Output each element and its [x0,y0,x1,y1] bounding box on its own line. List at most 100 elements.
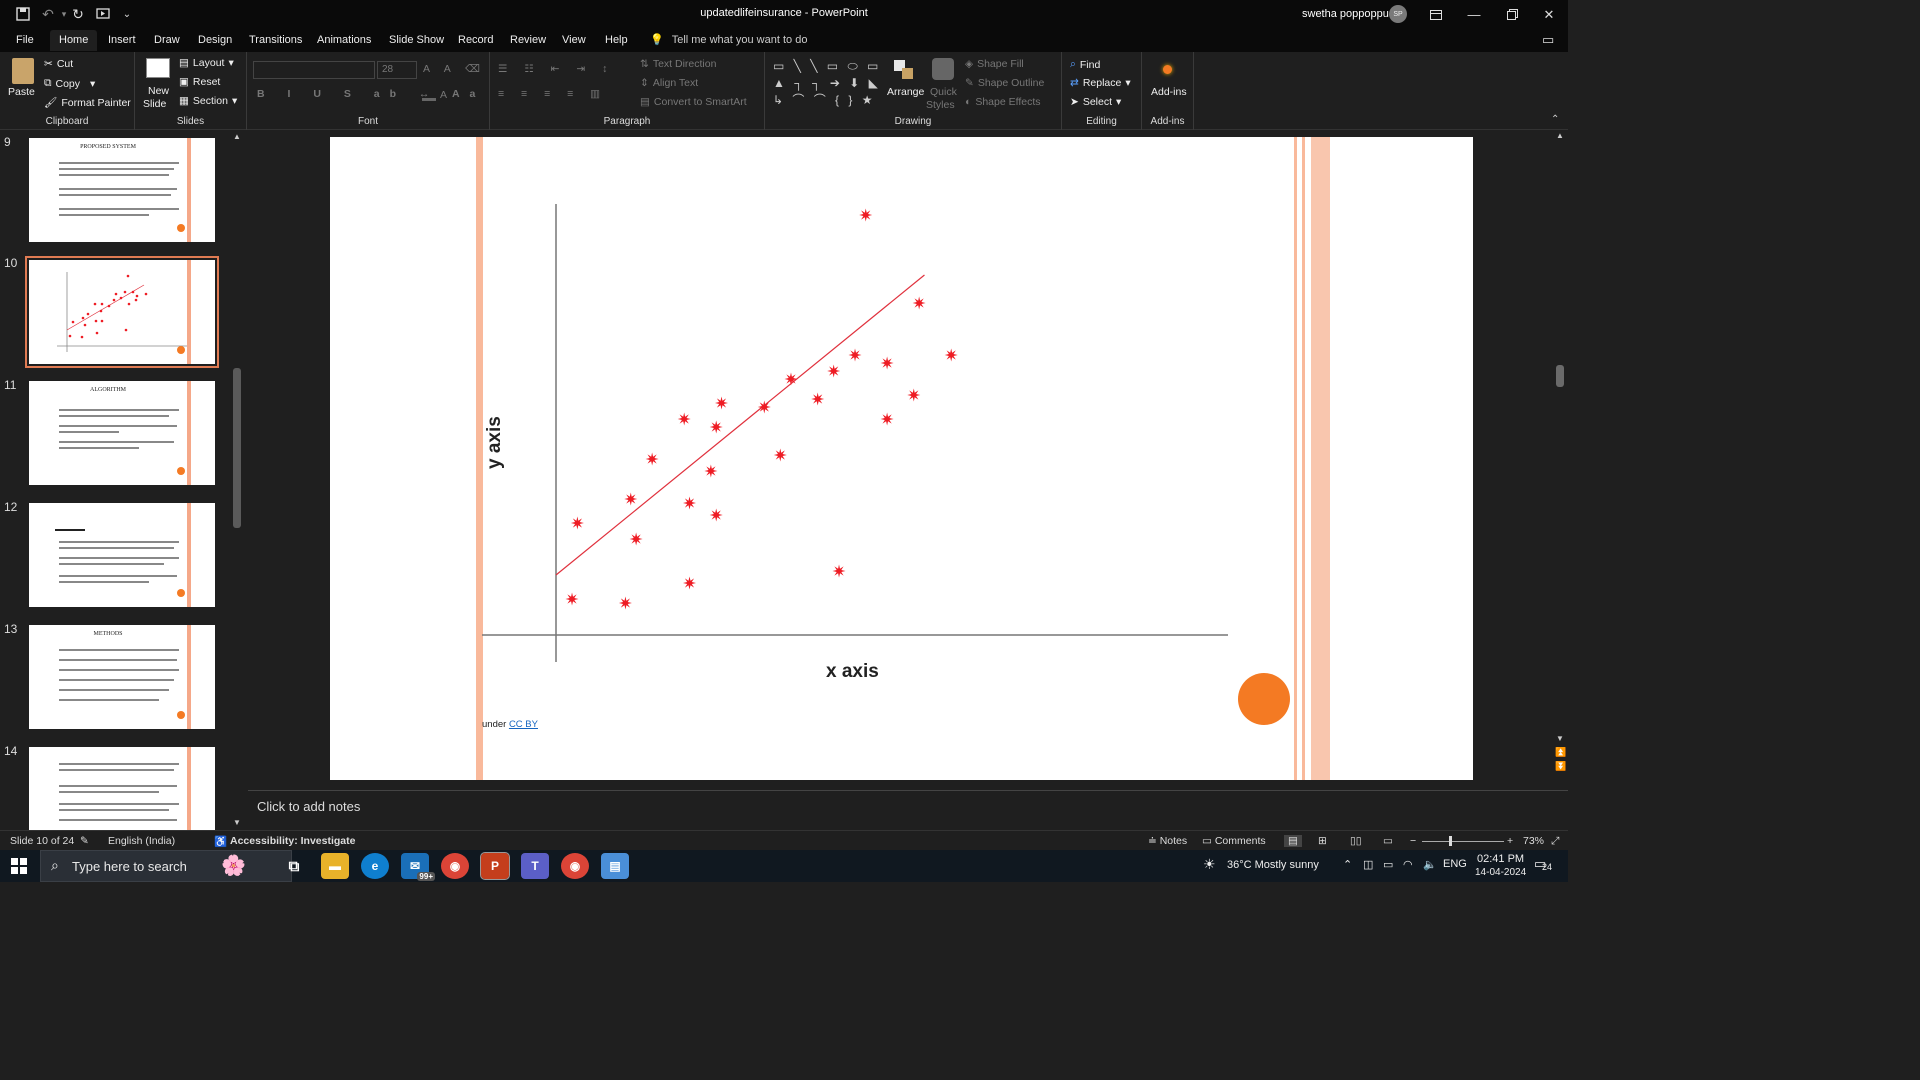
new-slide-label-2[interactable]: Slide [143,98,167,110]
notes-check-icon[interactable]: ✎ [80,835,89,847]
current-slide[interactable]: y axis x axis under CC BY [330,137,1473,780]
slide-thumbnail-9[interactable]: PROPOSED SYSTEM [29,138,215,242]
zoom-level[interactable]: 73% [1523,835,1545,847]
redo-icon[interactable]: ↻ [72,5,84,22]
task-view-icon[interactable]: ⧉ [288,857,300,875]
font-format-icons[interactable]: B I U S ab ↔ Aa [257,88,486,100]
scatter-chart[interactable] [330,137,1473,780]
shapes-gallery[interactable]: ▭ ╲ ╲ ▭ ⬭ ▭ ▲ ┐ ┐ ➔ ⬇ ◣ ↳ ⌒ ⌒ { } ★ [773,59,882,107]
cut-button[interactable]: ✂ Cut [44,58,73,70]
section-button[interactable]: ▦ Section ▾ [179,95,237,107]
slide-thumbnail-12[interactable] [29,503,215,607]
file-explorer-icon[interactable]: ▬ [321,853,349,879]
previous-slide-icon[interactable]: ⏫ [1555,747,1567,757]
tab-design[interactable]: Design [198,34,233,46]
reset-button[interactable]: ▣ Reset [179,76,220,88]
input-language[interactable]: ENG [1443,858,1467,870]
start-from-beginning-icon[interactable] [91,2,115,26]
mail-icon[interactable]: ✉ 99+ [401,853,435,881]
slide-sorter-icon[interactable]: ⊞ [1318,835,1327,847]
arrange-icon[interactable] [892,58,916,82]
weather-icon[interactable]: ☀ [1203,856,1216,872]
powerpoint-icon[interactable]: P [480,852,510,880]
shape-outline-button[interactable]: ✎ Shape Outline [965,77,1044,89]
tab-record[interactable]: Record [458,34,494,46]
font-size-box[interactable]: 28 [377,61,417,79]
paste-button[interactable]: Paste [8,86,35,98]
quick-styles-label-1[interactable]: Quick [930,86,957,98]
new-slide-label-1[interactable]: New [148,85,170,97]
scroll-up-icon[interactable]: ▲ [233,132,241,141]
chrome-profile-icon[interactable]: ◉ [561,853,589,879]
text-direction-button[interactable]: ⇅ Text Direction [640,58,716,70]
alignment-icons[interactable]: ≡ ≡ ≡ ≡ ▥ [498,88,608,100]
format-painter-button[interactable]: 🖌 Format Painter [44,96,131,110]
close-icon[interactable]: ✕ [1543,6,1555,22]
customize-toolbar-icon[interactable]: ⌄ [122,8,132,20]
collapse-ribbon-icon[interactable]: ⌃ [1551,114,1560,125]
normal-view-icon[interactable]: ▤ [1284,835,1302,847]
next-slide-icon[interactable]: ⏬ [1555,761,1567,771]
clock-time[interactable]: 02:41 PM [1477,853,1525,865]
font-grow-shrink-icons[interactable]: A A ⌫ [423,63,486,75]
thumbnails-scrollbar[interactable]: ▲ ▼ [230,130,244,830]
battery-icon[interactable]: ▭ [1383,859,1394,871]
scroll-down-icon[interactable]: ▼ [233,818,241,827]
layout-button[interactable]: ▤ Layout ▾ [179,57,234,69]
slide-thumbnail-14[interactable] [29,747,215,830]
slide-editing-area[interactable]: y axis x axis under CC BY [248,130,1552,790]
volume-icon[interactable]: 🔈 [1423,859,1437,871]
restore-icon[interactable] [1493,0,1531,29]
tab-review[interactable]: Review [510,34,547,46]
user-name[interactable]: swetha poppoppu [1302,8,1389,20]
slide-thumbnail-13[interactable]: METHODS [29,625,215,729]
align-text-button[interactable]: ⇕ Align Text [640,77,698,89]
convert-smartart-button[interactable]: ▤ Convert to SmartArt [640,96,747,108]
undo-icon[interactable]: ↶ [42,5,54,22]
zoom-slider[interactable] [1422,836,1504,846]
new-slide-icon[interactable] [146,58,170,78]
tab-home[interactable]: Home [50,30,98,51]
zoom-slider-thumb[interactable] [1449,836,1452,846]
tab-draw[interactable]: Draw [154,34,180,46]
tab-view[interactable]: View [562,34,586,46]
windows-start-icon[interactable] [11,858,27,877]
taskbar-search[interactable]: ⌕ Type here to search 🌸 [40,850,292,882]
find-button[interactable]: ⌕ Find [1070,58,1100,71]
tab-insert[interactable]: Insert [108,34,136,46]
replace-button[interactable]: ⇄ Replace ▾ [1070,77,1131,89]
chrome-icon[interactable]: ◉ [441,853,469,879]
tell-me-search[interactable]: 💡 Tell me what you want to do [650,33,807,46]
scroll-up-icon[interactable]: ▲ [1556,131,1564,140]
accessibility-status[interactable]: Accessibility: Investigate [230,835,356,847]
slide-scrollbar[interactable]: ▲ ▼ ⏫ ⏬ [1552,130,1568,790]
language-indicator[interactable]: English (India) [108,835,176,847]
clock-date[interactable]: 14-04-2024 [1475,867,1527,878]
zoom-in-icon[interactable]: + [1507,835,1514,847]
font-name-box[interactable] [253,61,375,79]
quick-styles-icon[interactable] [932,58,954,80]
addins-button[interactable]: Add-ins [1151,86,1187,98]
thumbnails-scroll-thumb[interactable] [233,368,241,528]
minimize-icon[interactable]: — [1467,7,1481,22]
tab-slide-show[interactable]: Slide Show [389,34,445,46]
reading-view-icon[interactable]: ▯▯ [1350,835,1362,847]
select-button[interactable]: ➤ Select ▾ [1070,96,1121,108]
notes-placeholder[interactable]: Click to add notes [257,799,361,814]
comments-icon[interactable]: ▭ [1542,32,1555,47]
arrange-button[interactable]: Arrange [887,86,925,98]
fit-slide-icon[interactable]: ⤢ [1551,835,1560,847]
zoom-out-icon[interactable]: − [1410,835,1417,847]
notes-pane[interactable]: Click to add notes [248,790,1568,830]
tab-help[interactable]: Help [605,34,628,46]
undo-dropdown-icon[interactable]: ▾ [61,8,67,19]
shape-effects-button[interactable]: ◐ Shape Effects [965,96,1041,108]
slide-scroll-thumb[interactable] [1556,365,1564,387]
notes-toggle[interactable]: ≐ Notes [1148,835,1187,847]
comments-toggle[interactable]: ▭ Comments [1202,835,1266,847]
notepad-icon[interactable]: ▤ [601,853,629,879]
tab-transitions[interactable]: Transitions [249,34,303,46]
teams-icon[interactable]: T [521,853,549,879]
list-indent-icons[interactable]: ☰ ☷ ⇤ ⇥ ↕ [498,63,615,75]
save-icon[interactable] [11,2,35,26]
